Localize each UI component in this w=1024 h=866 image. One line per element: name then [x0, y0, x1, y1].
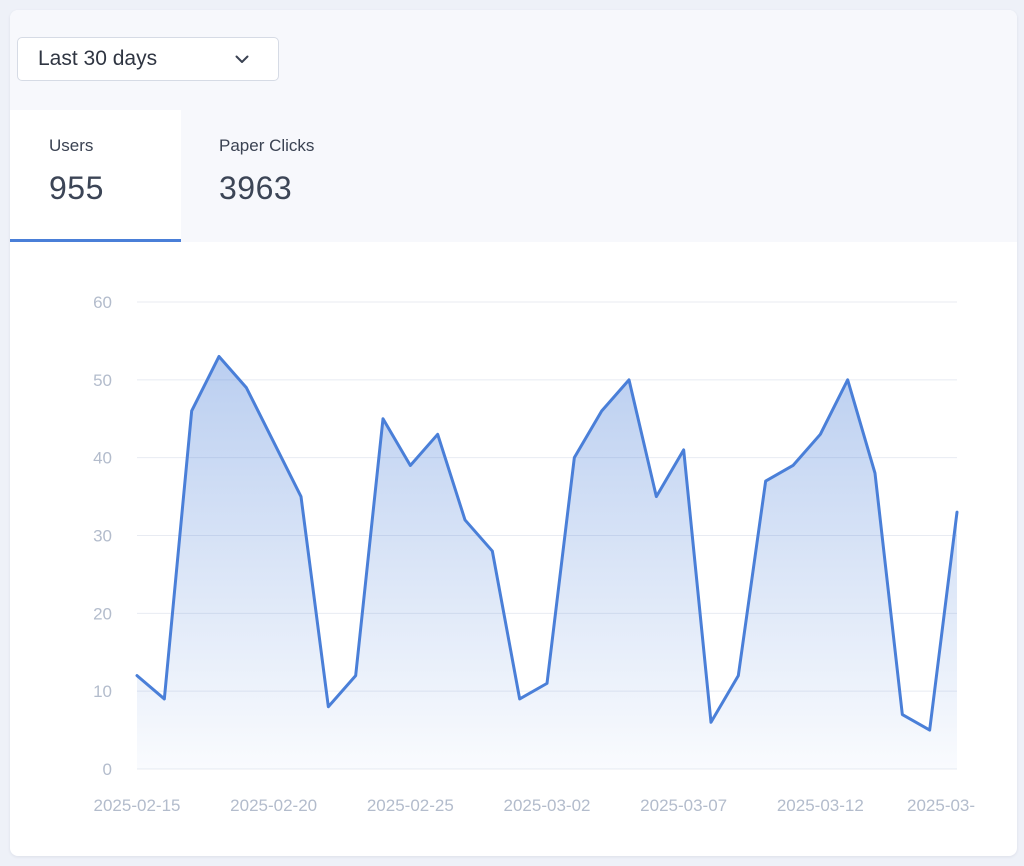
- area-fill: [137, 356, 957, 769]
- data-point[interactable]: [158, 693, 170, 705]
- date-range-value: Last 30 days: [38, 47, 158, 70]
- data-point[interactable]: [896, 709, 908, 721]
- tab-users-value: 955: [49, 170, 104, 206]
- tab-paper-clicks-label: Paper Clicks: [219, 136, 315, 155]
- data-point[interactable]: [924, 724, 936, 736]
- tab-users-label: Users: [49, 136, 94, 155]
- data-point[interactable]: [459, 514, 471, 526]
- tab-paper-clicks-value: 3963: [219, 170, 293, 206]
- data-point[interactable]: [213, 350, 225, 362]
- y-tick-label: 60: [93, 293, 112, 312]
- x-tick-label: 2025-02-15: [94, 796, 181, 815]
- data-point[interactable]: [650, 491, 662, 503]
- x-tick-label: 2025-03-02: [504, 796, 591, 815]
- data-point[interactable]: [432, 428, 444, 440]
- data-point[interactable]: [404, 459, 416, 471]
- tab-users[interactable]: Users 955: [10, 110, 181, 242]
- data-point[interactable]: [705, 716, 717, 728]
- y-tick-label: 50: [93, 371, 112, 390]
- chevron-down-icon: [235, 55, 249, 63]
- data-point[interactable]: [732, 670, 744, 682]
- data-point[interactable]: [295, 491, 307, 503]
- data-point[interactable]: [541, 677, 553, 689]
- date-range-dropdown[interactable]: Last 30 days: [17, 37, 279, 81]
- x-tick-label: 2025-02-20: [230, 796, 317, 815]
- y-tick-label: 20: [93, 604, 112, 623]
- data-point[interactable]: [814, 428, 826, 440]
- tab-paper-clicks[interactable]: Paper Clicks 3963: [181, 110, 401, 242]
- data-point[interactable]: [268, 436, 280, 448]
- users-series-line: [135, 354, 959, 732]
- data-point[interactable]: [623, 374, 635, 386]
- data-point[interactable]: [514, 693, 526, 705]
- data-point[interactable]: [486, 545, 498, 557]
- data-point[interactable]: [322, 701, 334, 713]
- x-tick-label: 2025-03-07: [640, 796, 727, 815]
- data-point[interactable]: [240, 382, 252, 394]
- x-tick-label: 2025-03-12: [777, 796, 864, 815]
- data-point[interactable]: [787, 459, 799, 471]
- users-area-chart: 0 10 20 30 40 50 60 2025-02-15 2025-02-20 2025-0…: [93, 293, 975, 815]
- y-tick-label: 30: [93, 527, 112, 546]
- y-tick-label: 0: [103, 760, 112, 779]
- data-point[interactable]: [568, 452, 580, 464]
- x-tick-label: 2025-03-: [907, 796, 975, 815]
- data-point[interactable]: [596, 405, 608, 417]
- y-tick-label: 10: [93, 682, 112, 701]
- data-point[interactable]: [951, 506, 963, 518]
- analytics-card: Last 30 days Users 955 Paper Clicks 3963…: [10, 10, 1017, 856]
- data-point[interactable]: [869, 467, 881, 479]
- data-point[interactable]: [186, 405, 198, 417]
- data-point[interactable]: [760, 475, 772, 487]
- data-point[interactable]: [131, 670, 143, 682]
- y-tick-label: 40: [93, 449, 112, 468]
- data-point[interactable]: [350, 670, 362, 682]
- data-point[interactable]: [678, 444, 690, 456]
- x-tick-label: 2025-02-25: [367, 796, 454, 815]
- data-point[interactable]: [842, 374, 854, 386]
- data-point[interactable]: [377, 413, 389, 425]
